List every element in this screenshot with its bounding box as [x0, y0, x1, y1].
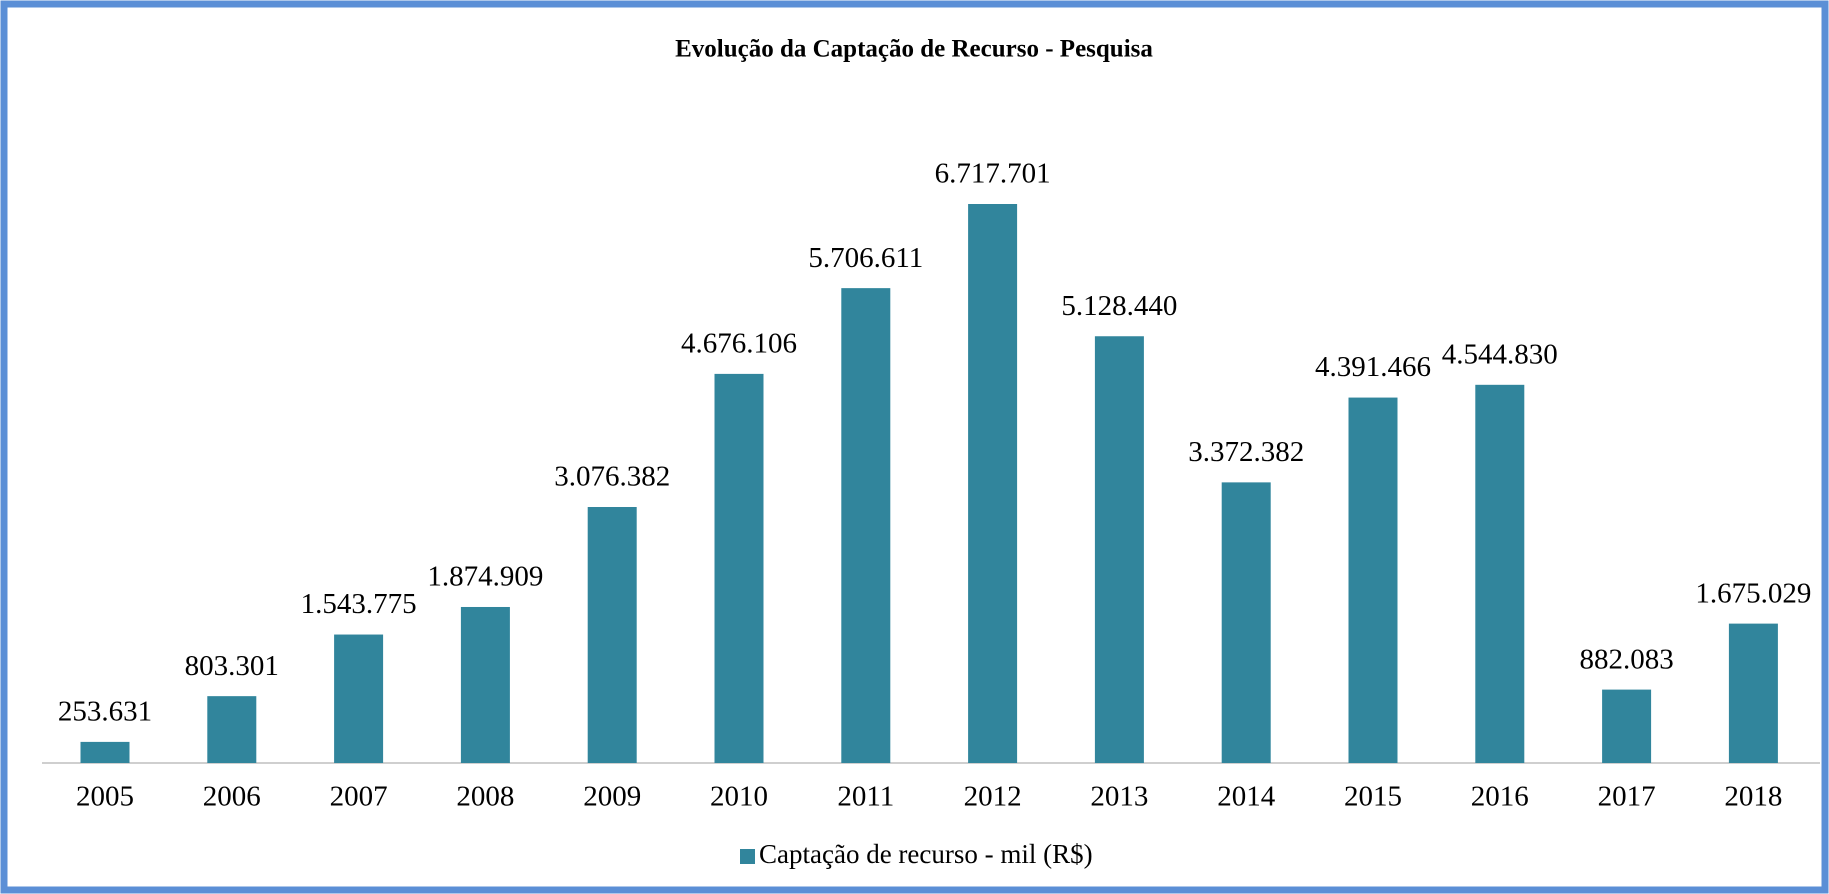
bar — [334, 634, 384, 763]
x-tick-label: 2013 — [1090, 781, 1148, 813]
bar — [207, 696, 257, 763]
data-label: 6.717.701 — [935, 158, 1051, 190]
bar — [460, 606, 510, 763]
x-tick-label: 2017 — [1598, 781, 1656, 813]
data-label: 882.083 — [1579, 643, 1673, 675]
bar — [1728, 623, 1778, 763]
bar — [714, 373, 764, 763]
data-label: 1.874.909 — [427, 561, 543, 593]
x-tick-label: 2014 — [1217, 781, 1276, 813]
bar — [80, 741, 130, 763]
x-tick-label: 2018 — [1724, 781, 1782, 813]
data-label: 5.128.440 — [1061, 290, 1177, 322]
x-tick-label: 2010 — [710, 781, 768, 813]
data-label: 4.676.106 — [681, 328, 797, 360]
chart-title: Evolução da Captação de Recurso - Pesqui… — [675, 36, 1153, 63]
legend-swatch — [740, 849, 755, 864]
data-label: 253.631 — [58, 696, 152, 728]
x-tick-label: 2006 — [203, 781, 261, 813]
bar — [1602, 689, 1652, 763]
x-tick-label: 2015 — [1344, 781, 1402, 813]
data-label: 4.391.466 — [1315, 351, 1431, 383]
x-tick-label: 2016 — [1471, 781, 1529, 813]
x-tick-label: 2009 — [583, 781, 641, 813]
data-label: 3.076.382 — [554, 461, 670, 493]
bar — [841, 288, 891, 763]
bar — [968, 204, 1018, 763]
data-label: 1.543.775 — [301, 588, 417, 620]
legend-label: Captação de recurso - mil (R$) — [759, 839, 1093, 869]
data-label: 1.675.029 — [1695, 577, 1811, 609]
data-label: 803.301 — [185, 650, 279, 682]
bar — [1221, 482, 1271, 763]
bar — [1348, 397, 1398, 763]
data-label: 3.372.382 — [1188, 436, 1304, 468]
bar — [1475, 384, 1525, 763]
x-tick-label: 2008 — [456, 781, 514, 813]
data-label: 4.544.830 — [1442, 338, 1558, 370]
bar — [1094, 336, 1144, 763]
x-tick-label: 2005 — [76, 781, 134, 813]
x-tick-label: 2011 — [837, 781, 894, 813]
x-tick-label: 2012 — [964, 781, 1022, 813]
x-tick-label: 2007 — [330, 781, 388, 813]
data-label: 5.706.611 — [808, 242, 923, 274]
bar — [587, 507, 637, 763]
